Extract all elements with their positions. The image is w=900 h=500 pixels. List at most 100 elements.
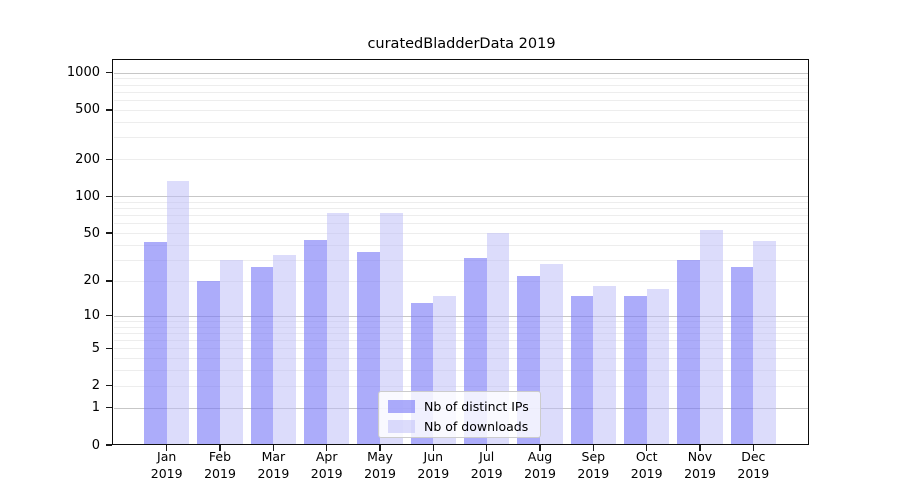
x-tick-mark [699,445,701,451]
bar-ips-sep-2019 [570,295,594,445]
bar-ips-feb-2019 [197,280,220,445]
gridline-minor [114,109,809,111]
bar-downloads-nov-2019 [700,230,723,445]
x-tick-label: Apr 2019 [310,449,343,481]
gridline-minor [114,385,809,387]
legend-swatch-distinct-ips [388,400,415,413]
bar-downloads-feb-2019 [220,259,243,445]
bar-downloads-dec-2019 [753,241,776,445]
x-tick-label: Jun 2019 [417,449,450,481]
bar-downloads-oct-2019 [646,289,670,445]
bar-downloads-jan-2019 [166,181,190,445]
x-tick-label: Mar 2019 [257,449,290,481]
x-tick-label: Feb 2019 [204,449,236,481]
bar-downloads-apr-2019 [326,213,350,445]
legend-swatch-downloads [388,420,415,433]
x-tick-mark [326,445,328,451]
gridline-minor [114,215,809,217]
gridline-minor [114,326,809,328]
y-tick-mark [106,444,112,446]
gridline-minor [114,332,809,334]
chart-title: curatedBladderData 2019 [367,36,556,52]
gridline-minor [114,100,809,102]
bar-ips-mar-2019 [250,267,274,445]
y-tick-mark [106,280,112,282]
gridline-minor [114,159,809,161]
x-tick-label: Sep 2019 [577,449,610,481]
x-tick-mark [379,445,381,451]
gridline-minor [114,370,809,372]
gridline-minor [114,137,809,139]
gridline-major [114,196,809,198]
bar-ips-oct-2019 [624,295,647,445]
bar-downloads-may-2019 [380,213,403,445]
x-tick-mark [592,445,594,451]
gridline-minor [114,259,809,261]
gridline-minor [114,233,809,235]
y-tick-mark [106,347,112,350]
x-tick-label: Dec 2019 [737,449,770,481]
x-tick-mark [219,445,221,451]
x-tick-label: Aug 2019 [524,449,556,481]
legend-item-distinct-ips: Nb of distinct IPs [388,398,540,415]
y-tick-label: 2 [91,378,100,394]
gridline-minor [114,121,809,123]
gridline-major [114,315,809,317]
y-tick-mark [106,315,112,317]
x-tick-label: Oct 2019 [630,449,663,481]
y-tick-label: 5 [91,340,100,356]
x-tick-mark [272,445,275,451]
bar-ips-dec-2019 [730,267,754,445]
y-tick-mark [106,158,112,160]
gridline-minor [114,340,809,342]
x-tick-mark [486,445,488,451]
legend: Nb of distinct IPs Nb of downloads [378,391,541,438]
bar-downloads-sep-2019 [593,286,616,445]
gridline-minor [114,78,809,80]
x-tick-label: May 2019 [364,449,396,481]
x-tick-mark [752,445,754,451]
y-tick-label: 200 [75,151,100,167]
x-tick-mark [646,445,648,451]
bar-ips-nov-2019 [677,259,700,445]
legend-label-downloads: Nb of downloads [424,419,529,434]
y-tick-label: 20 [83,273,100,289]
x-tick-mark [539,445,541,451]
bar-downloads-aug-2019 [540,263,563,445]
x-tick-label: Jul 2019 [470,449,503,481]
y-tick-mark [106,71,112,74]
gridline-minor [114,84,809,86]
y-tick-label: 0 [91,437,100,453]
gridline-minor [114,320,809,322]
legend-label-distinct-ips: Nb of distinct IPs [424,399,529,414]
y-tick-mark [106,195,112,197]
gridline-minor [114,358,809,360]
y-tick-label: 10 [83,308,100,324]
y-tick-mark [106,232,112,234]
x-tick-mark [166,445,168,451]
bar-ips-may-2019 [357,251,380,445]
gridline-minor [114,208,809,210]
y-tick-label: 500 [75,102,100,118]
gridline-minor [114,244,809,246]
y-tick-mark [106,406,112,409]
gridline-minor [114,201,809,203]
y-tick-label: 1 [91,400,100,416]
gridline-minor [114,223,809,225]
x-tick-label: Jan 2019 [150,449,183,481]
bar-ips-jan-2019 [144,242,167,445]
x-tick-mark [432,445,434,451]
gridline-minor [114,348,809,350]
y-tick-mark [106,385,112,387]
bar-ips-apr-2019 [304,239,327,445]
gridline-minor [114,91,809,93]
legend-item-downloads: Nb of downloads [388,418,540,435]
gridline-minor [114,280,809,282]
gridline-major [114,72,809,74]
y-tick-mark [106,109,112,111]
bar-downloads-mar-2019 [273,254,296,445]
y-tick-label: 1000 [66,65,100,81]
y-tick-label: 100 [75,188,100,204]
x-tick-label: Nov 2019 [684,449,716,481]
